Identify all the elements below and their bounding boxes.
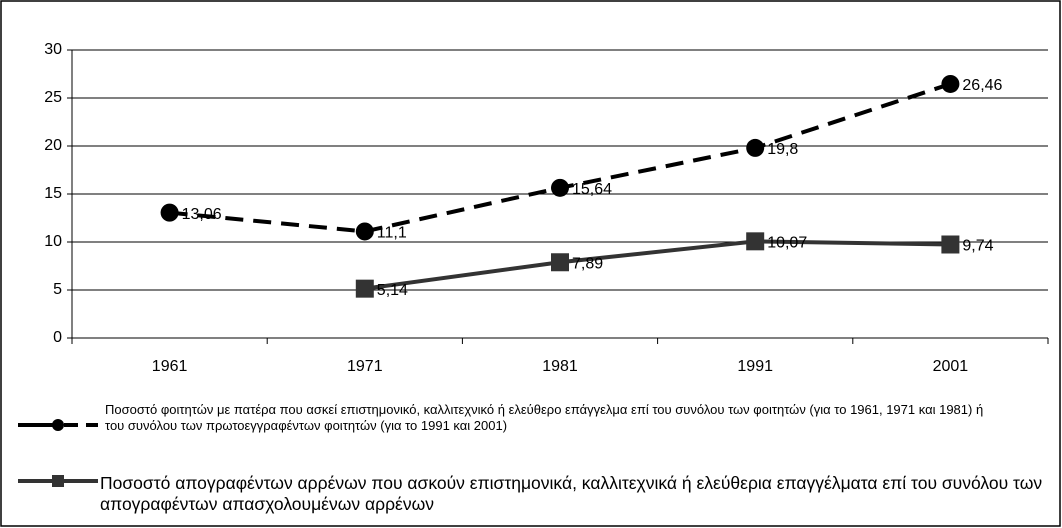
legend-label: Ποσοστό φοιτητών με πατέρα που ασκεί επι… [105, 402, 984, 433]
x-tick-label: 1981 [542, 358, 578, 375]
series-line [364, 239, 951, 291]
y-tick-label: 25 [44, 89, 62, 106]
data-label: 26,46 [962, 77, 1002, 94]
legend-marker [52, 475, 64, 487]
y-tick-label: 20 [44, 137, 62, 154]
legend-marker [52, 419, 64, 431]
x-tick-label: 1971 [347, 358, 383, 375]
point [941, 235, 960, 254]
point [551, 178, 569, 197]
point [551, 253, 569, 272]
point [941, 74, 960, 93]
data-label: 15,64 [572, 181, 612, 198]
y-tick-label: 0 [53, 329, 62, 346]
y-tick-label: 15 [44, 185, 62, 202]
x-tick-label: 1991 [737, 358, 773, 375]
data-label: 5,14 [377, 282, 408, 299]
data-label: 9,74 [962, 238, 993, 255]
point [746, 138, 765, 157]
data-label: 7,89 [572, 255, 603, 272]
y-tick-label: 30 [44, 41, 62, 58]
x-tick-label: 1961 [152, 358, 188, 375]
x-tick-label: 2001 [933, 358, 969, 375]
point [746, 232, 765, 251]
y-tick-label: 5 [53, 281, 62, 298]
legend-label: Ποσοστό απογραφέντων αρρένων που ασκούν … [100, 473, 1043, 514]
data-label: 13,06 [182, 206, 222, 223]
y-tick-label: 10 [44, 233, 62, 250]
point [355, 222, 374, 241]
data-label: 11,1 [377, 225, 407, 242]
data-label: 10,07 [767, 235, 807, 252]
series-line [169, 82, 952, 234]
point [355, 279, 374, 298]
data-label: 19,8 [767, 141, 798, 158]
point [160, 203, 179, 222]
